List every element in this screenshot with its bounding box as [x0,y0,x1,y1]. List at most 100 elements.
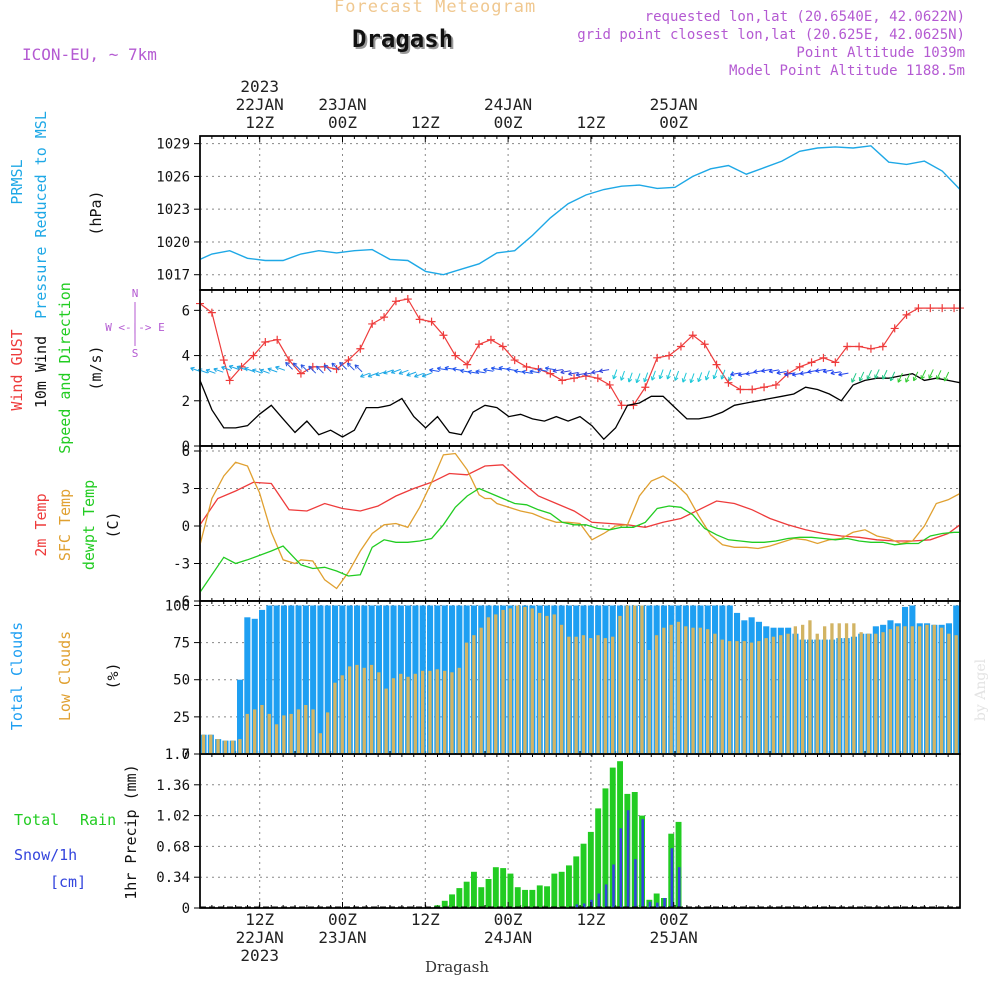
wind-direction-arrow [529,369,540,374]
gust-marker [724,378,733,387]
low-cloud-bar [866,633,871,754]
wind-direction-arrow [259,368,270,374]
wind-direction-arrow [760,368,772,373]
gust-marker [855,342,864,351]
low-cloud-bar [311,709,315,754]
wind-direction-arrow [360,372,370,378]
gust-marker [843,342,852,351]
rain-bar [478,887,485,908]
y-tick-label: 0 [182,519,190,535]
gust-marker [807,358,816,367]
wind-direction-arrow [882,369,888,380]
gust-marker [760,383,769,392]
y-tick-label: 6 [182,444,190,460]
wind-direction-arrow [730,371,741,377]
gust-marker [617,401,626,410]
bottom-time-label: 12Z [576,910,605,929]
gust-marker [914,304,923,313]
low-cloud-bar [947,633,951,754]
wind-direction-arrow [905,372,911,383]
low-cloud-bar [786,633,790,754]
y-tick-label: 0 [182,901,190,917]
low-cloud-bar [223,740,227,754]
low-cloud-bar [443,670,447,754]
bottom-time-label: 22JAN [236,928,284,947]
label-sfc-temp: SFC Temp [56,489,74,561]
low-cloud-bar [538,612,542,754]
label-rain: Rain [80,811,116,829]
total-cloud-bar [273,605,280,754]
low-cloud-bar [567,636,571,754]
gust-marker [207,308,216,317]
total-cloud-bar [324,605,331,754]
wind-direction-arrow [822,368,833,374]
low-cloud-bar [939,627,944,754]
wind-direction-arrow [720,369,726,380]
low-cloud-bar [801,624,805,754]
wind-direction-arrow [228,364,239,370]
y-tick-label: 0.34 [156,870,190,886]
low-cloud-bar [296,709,301,754]
wind-direction-arrow [292,362,301,371]
low-cloud-bar [837,623,841,754]
low-cloud-bar [757,641,761,754]
rain-bar [536,885,543,908]
temp-2m-line [199,464,961,542]
wind-direction-arrow [339,361,348,370]
rain-bar [631,792,638,908]
y-tick-label: 4 [182,349,190,365]
wind-direction-arrow [436,366,448,372]
rain-bar [529,889,536,908]
total-cloud-bar [302,605,309,754]
low-cloud-bar [654,635,659,754]
snow-bar [656,902,659,908]
low-cloud-bar [728,641,732,754]
gust-marker [593,374,602,383]
gust-marker [510,356,519,365]
top-time-label: 00Z [659,113,688,132]
wind-direction-arrow [897,372,903,383]
low-cloud-bar [362,667,366,754]
bottom-time-label: 24JAN [484,928,532,947]
wind-direction-arrow [768,368,779,374]
total-cloud-bar [310,605,317,754]
total-cloud-bar [280,605,287,754]
low-cloud-bar [260,705,264,754]
wind-direction-arrow [421,372,432,378]
low-cloud-bar [910,626,914,754]
y-tick-label: 1029 [156,137,190,153]
gust-marker [926,304,935,313]
gust-marker [344,356,353,365]
y-tick-label: 25 [173,710,190,726]
y-tick-label: 3 [182,482,190,498]
gust-marker [391,297,400,306]
low-cloud-bar [201,734,206,754]
low-cloud-bar [369,664,374,754]
y-tick-label: 2 [182,394,190,410]
low-cloud-bar [253,709,257,754]
low-cloud-bar [282,715,286,754]
low-cloud-bar [793,626,797,754]
low-cloud-bar [903,626,907,754]
wind-direction-arrow [236,365,247,371]
gust-marker [285,356,294,365]
low-cloud-bar [464,642,469,754]
wind-direction-arrow [697,372,703,383]
low-cloud-bar [472,635,476,754]
wind-direction-arrow [490,366,502,371]
low-cloud-bar [406,676,410,754]
low-cloud-bar [706,629,710,754]
rain-bar [573,856,580,908]
gust-marker [427,317,436,326]
wind-direction-arrow [354,364,363,373]
low-cloud-bar [779,635,783,754]
bottom-time-label: 23JAN [318,928,366,947]
low-cloud-bar [508,608,512,754]
low-cloud-bar [267,713,271,754]
low-cloud-bar [625,605,629,754]
label-ms: (m/s) [87,345,105,390]
wind-direction-arrow [375,371,386,377]
snow-bar [590,899,593,908]
low-cloud-bar [808,620,812,754]
